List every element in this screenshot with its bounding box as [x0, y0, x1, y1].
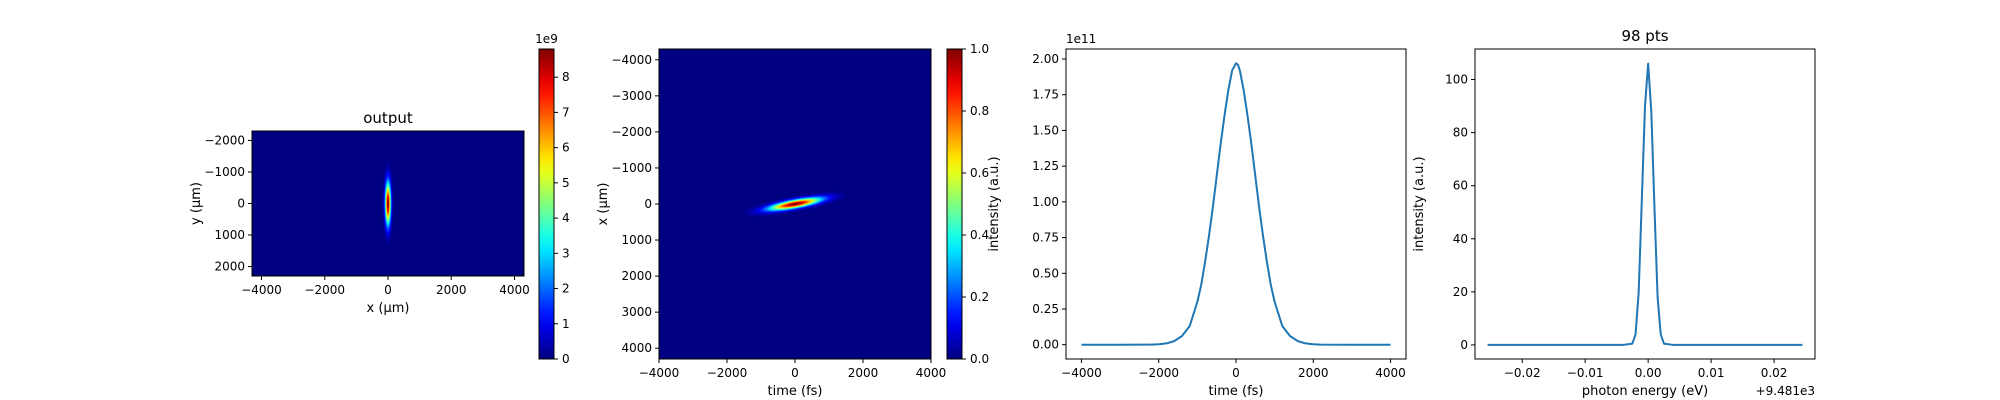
y-tick-label: −3000 [611, 89, 652, 103]
x-tick-label: −4000 [241, 283, 282, 297]
x-tick-label: −0.01 [1567, 366, 1604, 380]
colorbar-tick-label: 4 [562, 211, 570, 225]
colorbar-tick-label: 0.0 [970, 352, 989, 366]
x-tick-label: 0.02 [1761, 366, 1788, 380]
y-tick-label: 1.25 [1032, 159, 1059, 173]
x-axis-label: x (μm) [367, 301, 410, 316]
series-line-1 [1487, 62, 1803, 346]
x-tick-label: 2000 [436, 283, 467, 297]
y-tick-label: 80 [1453, 126, 1468, 140]
series-line-1 [1081, 62, 1391, 346]
colorbar-fill [539, 49, 554, 359]
colorbar-fill [947, 49, 962, 359]
axis-offset-label: +9.481e3 [1756, 384, 1815, 398]
y-tick-label: 60 [1453, 179, 1468, 193]
y-tick-label: 40 [1453, 232, 1468, 246]
x-axis-label: time (fs) [768, 384, 823, 399]
colorbar-frame [946, 48, 963, 360]
x-tick-label: 2000 [1298, 366, 1329, 380]
y-tick-label: 20 [1453, 285, 1468, 299]
axes-frame [1065, 48, 1407, 360]
chart-title: 98 pts [1621, 27, 1668, 45]
colorbar-tick-label: 0.4 [970, 228, 989, 242]
heatmap-spot [382, 160, 394, 247]
x-tick-label: 0 [384, 283, 392, 297]
colorbar-tick-label: 0.6 [970, 166, 989, 180]
x-tick-label: −4000 [639, 366, 680, 380]
axis-offset-label: 1e11 [1066, 32, 1096, 46]
y-tick-label: 0.00 [1032, 338, 1059, 352]
y-tick-label: 1.00 [1032, 195, 1059, 209]
x-tick-label: 0.00 [1635, 366, 1662, 380]
y-axis-label: y (μm) [189, 182, 204, 225]
x-tick-label: 0 [1232, 366, 1240, 380]
y-tick-label: 2000 [214, 260, 245, 274]
colorbar-offset-label: 1e9 [535, 32, 558, 46]
y-tick-label: −1000 [611, 161, 652, 175]
colorbar-tick-label: 1 [562, 317, 570, 331]
y-tick-label: 1.50 [1032, 123, 1059, 137]
x-tick-label: −4000 [1061, 366, 1102, 380]
y-tick-label: 0 [644, 197, 652, 211]
y-axis-label: x (μm) [596, 183, 611, 226]
x-tick-label: 4000 [1375, 366, 1406, 380]
y-tick-label: 1000 [214, 228, 245, 242]
y-tick-label: 4000 [621, 341, 652, 355]
colorbar-tick-label: 0.2 [970, 290, 989, 304]
y-tick-label: 100 [1445, 73, 1468, 87]
colorbar-tick-label: 0.8 [970, 104, 989, 118]
x-tick-label: 0 [791, 366, 799, 380]
colorbar-tick-label: 8 [562, 70, 570, 84]
x-tick-label: 4000 [499, 283, 530, 297]
x-axis-label: photon energy (eV) [1582, 384, 1708, 399]
heatmap-panel-2: −4000 −2000 0 2000 4000 −4000 −3000 −2000 −1000 0… [596, 42, 989, 399]
heatmap-panel-1: −4000 −2000 0 2000 4000 −2000 −1000 0 1000 2000 x … [189, 32, 570, 366]
y-tick-label: 2000 [621, 269, 652, 283]
colorbar-frame [538, 48, 555, 360]
x-tick-label: 0.01 [1698, 366, 1725, 380]
colorbar-tick-label: 3 [562, 246, 570, 260]
y-tick-label: 1000 [621, 233, 652, 247]
y-tick-label: 0.75 [1032, 231, 1059, 245]
x-tick-label: −0.02 [1504, 366, 1541, 380]
colorbar-tick-label: 0 [562, 352, 570, 366]
y-tick-label: 0 [1460, 338, 1468, 352]
y-axis-label: intensity (a.u.) [1412, 156, 1427, 251]
y-tick-label: 0 [237, 197, 245, 211]
x-tick-label: −2000 [1138, 366, 1179, 380]
x-tick-label: 4000 [916, 366, 947, 380]
colorbar-tick-label: 6 [562, 141, 570, 155]
x-tick-label: −2000 [304, 283, 345, 297]
y-tick-label: 0.50 [1032, 266, 1059, 280]
chart-title: output [363, 109, 413, 127]
y-tick-label: −2000 [611, 125, 652, 139]
y-tick-label: 0.25 [1032, 302, 1059, 316]
x-tick-label: 2000 [848, 366, 879, 380]
line-panel-3: −4000 −2000 0 2000 4000 0.00 0.25 0.50 0.75 1.00 1… [987, 32, 1407, 399]
y-tick-label: 1.75 [1032, 88, 1059, 102]
y-tick-label: −1000 [204, 165, 245, 179]
colorbar-tick-label: 5 [562, 176, 570, 190]
y-tick-label: 2.00 [1032, 52, 1059, 66]
x-axis-label: time (fs) [1209, 384, 1264, 399]
x-tick-label: −2000 [707, 366, 748, 380]
heatmap-spot [742, 191, 848, 217]
y-axis-label: intensity (a.u.) [987, 156, 1002, 251]
y-tick-label: −2000 [204, 133, 245, 147]
y-tick-label: 3000 [621, 305, 652, 319]
colorbar-tick-label: 2 [562, 282, 570, 296]
y-tick-label: −4000 [611, 53, 652, 67]
colorbar-tick-label: 1.0 [970, 42, 989, 56]
line-panel-4: −0.02 −0.01 0.00 0.01 0.02 0 20 40 60 80 100 photon… [1412, 27, 1816, 399]
colorbar-tick-label: 7 [562, 105, 570, 119]
